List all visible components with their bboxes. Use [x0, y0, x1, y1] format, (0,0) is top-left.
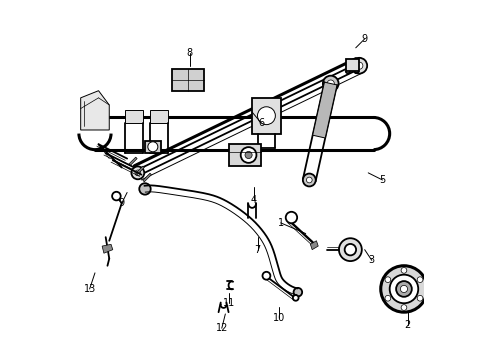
Polygon shape — [172, 69, 204, 91]
Text: 1: 1 — [278, 218, 284, 228]
Polygon shape — [346, 59, 359, 71]
Text: 9: 9 — [362, 34, 368, 44]
Circle shape — [417, 296, 423, 301]
Circle shape — [385, 277, 391, 283]
Circle shape — [139, 183, 151, 195]
Polygon shape — [310, 241, 318, 249]
Text: 6: 6 — [258, 118, 264, 128]
Circle shape — [339, 238, 362, 261]
Text: 9: 9 — [119, 198, 125, 208]
Polygon shape — [252, 98, 281, 134]
Circle shape — [401, 267, 407, 273]
Text: 12: 12 — [216, 323, 228, 333]
Circle shape — [135, 170, 141, 176]
Circle shape — [258, 107, 275, 125]
Circle shape — [385, 296, 391, 301]
Polygon shape — [128, 157, 137, 166]
Polygon shape — [313, 82, 337, 138]
Circle shape — [294, 288, 302, 296]
Polygon shape — [145, 141, 161, 153]
Text: 13: 13 — [83, 284, 96, 294]
Polygon shape — [229, 144, 261, 166]
Circle shape — [327, 80, 334, 87]
Text: 8: 8 — [187, 48, 193, 58]
Text: 10: 10 — [273, 312, 285, 323]
Text: 3: 3 — [369, 255, 375, 265]
Circle shape — [344, 244, 356, 255]
Text: 11: 11 — [223, 298, 235, 308]
Circle shape — [401, 305, 407, 310]
Circle shape — [351, 58, 367, 73]
Circle shape — [286, 212, 297, 223]
Polygon shape — [125, 111, 143, 123]
Polygon shape — [102, 244, 113, 253]
Polygon shape — [136, 166, 144, 175]
Circle shape — [323, 76, 339, 91]
Polygon shape — [143, 173, 151, 182]
Circle shape — [417, 277, 423, 283]
Text: 5: 5 — [379, 175, 386, 185]
Circle shape — [245, 152, 252, 158]
Circle shape — [241, 147, 256, 163]
Circle shape — [148, 142, 158, 152]
Text: 4: 4 — [251, 195, 257, 204]
Circle shape — [303, 174, 316, 186]
Circle shape — [306, 177, 312, 183]
Circle shape — [400, 285, 408, 293]
Text: 2: 2 — [404, 320, 411, 330]
Circle shape — [390, 275, 418, 303]
Circle shape — [396, 281, 412, 297]
Text: 7: 7 — [254, 245, 261, 255]
Polygon shape — [81, 91, 109, 130]
Polygon shape — [150, 111, 168, 123]
Circle shape — [293, 295, 298, 301]
Circle shape — [263, 272, 270, 280]
Circle shape — [381, 266, 427, 312]
Circle shape — [131, 166, 144, 179]
Circle shape — [356, 62, 363, 69]
Circle shape — [112, 192, 121, 201]
